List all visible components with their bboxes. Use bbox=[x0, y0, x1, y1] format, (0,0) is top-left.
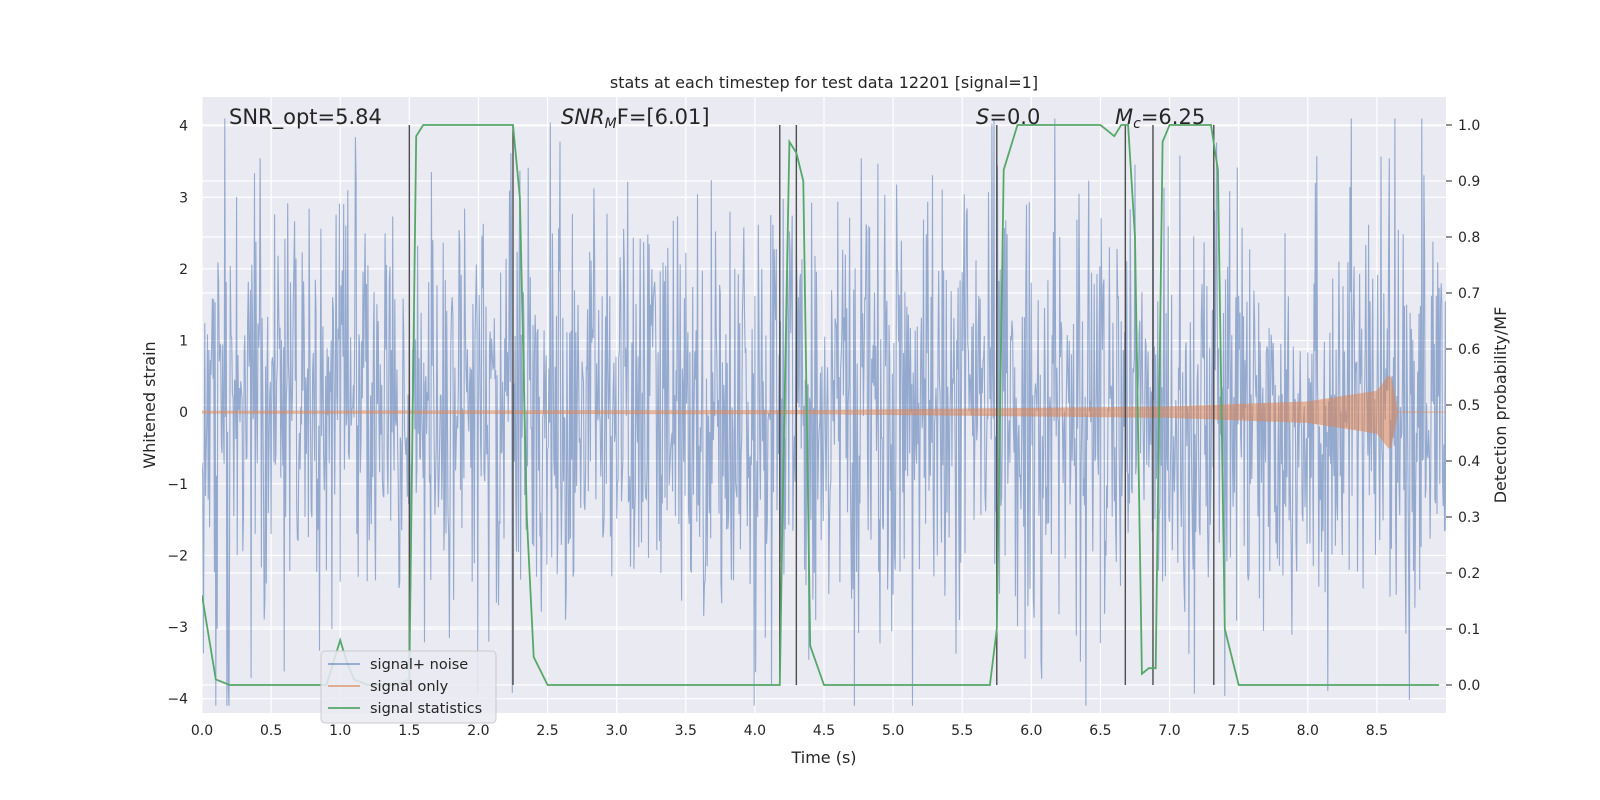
y2-tick-label: 0.5 bbox=[1458, 398, 1480, 414]
y2-axis-label: Detection probability/MF bbox=[1491, 307, 1510, 504]
x-tick-label: 0.0 bbox=[191, 723, 213, 739]
annotation-mc: Mc=6.25 bbox=[1115, 105, 1205, 132]
y2-tick-label: 0.8 bbox=[1458, 230, 1480, 246]
legend-label-signal-noise: signal+ noise bbox=[370, 657, 468, 673]
signal-only-envelope bbox=[202, 375, 1398, 449]
y-axis-label: Whitened strain bbox=[140, 341, 159, 468]
x-tick-label: 3.5 bbox=[675, 723, 697, 739]
y2-tick-label: 0.2 bbox=[1458, 566, 1480, 582]
y-tick-label: 1 bbox=[179, 334, 188, 350]
y-tick-label: −3 bbox=[167, 620, 188, 636]
legend-label-signal-only: signal only bbox=[370, 679, 449, 695]
y-tick-label: 2 bbox=[179, 262, 188, 278]
y2-axis-ticks: 1.0 0.9 0.8 0.7 0.6 0.5 0.4 0.3 0.2 0.1 0.0 bbox=[1446, 118, 1480, 694]
x-tick-label: 4.5 bbox=[813, 723, 835, 739]
x-tick-label: 7.5 bbox=[1228, 723, 1250, 739]
x-tick-label: 6.0 bbox=[1020, 723, 1042, 739]
y2-tick-label: 0.7 bbox=[1458, 286, 1480, 302]
legend-label-signal-statistics: signal statistics bbox=[370, 701, 482, 717]
y2-tick-label: 0.4 bbox=[1458, 454, 1480, 470]
y-tick-label: 3 bbox=[179, 190, 188, 206]
x-tick-label: 2.0 bbox=[467, 723, 489, 739]
x-tick-label: 1.5 bbox=[398, 723, 420, 739]
y-tick-label: −4 bbox=[167, 692, 188, 708]
signal-only-series bbox=[202, 375, 1446, 449]
chart-title: stats at each timestep for test data 122… bbox=[610, 73, 1038, 92]
x-tick-label: 6.5 bbox=[1089, 723, 1111, 739]
y-tick-label: 0 bbox=[179, 405, 188, 421]
x-tick-label: 2.5 bbox=[536, 723, 558, 739]
x-tick-label: 1.0 bbox=[329, 723, 351, 739]
vertical-markers bbox=[408, 125, 1215, 685]
y-axis-ticks: 4 3 2 1 0 −1 −2 −3 −4 bbox=[167, 119, 188, 708]
x-tick-label: 3.0 bbox=[606, 723, 628, 739]
annotation-snr-opt: SNR_opt=5.84 bbox=[229, 105, 382, 130]
y2-tick-label: 1.0 bbox=[1458, 118, 1480, 134]
y-tick-label: −1 bbox=[167, 477, 188, 493]
x-tick-label: 5.5 bbox=[951, 723, 973, 739]
y-tick-label: 4 bbox=[179, 119, 188, 135]
x-tick-label: 0.5 bbox=[260, 723, 282, 739]
x-tick-label: 7.0 bbox=[1158, 723, 1180, 739]
x-tick-label: 8.5 bbox=[1366, 723, 1388, 739]
x-tick-label: 5.0 bbox=[882, 723, 904, 739]
x-tick-label: 8.0 bbox=[1297, 723, 1319, 739]
x-tick-label: 4.0 bbox=[744, 723, 766, 739]
legend-box bbox=[320, 650, 497, 724]
x-axis-label: Time (s) bbox=[790, 748, 856, 767]
annotation-snr-mf: SNRMF=[6.01] bbox=[561, 105, 710, 132]
legend: signal+ noise signal only signal statist… bbox=[320, 650, 497, 724]
y2-tick-label: 0.0 bbox=[1458, 678, 1480, 694]
y2-tick-label: 0.6 bbox=[1458, 342, 1480, 358]
x-axis-ticks: 0.0 0.5 1.0 1.5 2.0 2.5 3.0 3.5 4.0 4.5 5.0 5.5 6.0 6… bbox=[191, 723, 1388, 739]
y2-tick-label: 0.9 bbox=[1458, 174, 1480, 190]
annotation-s: S=0.0 bbox=[976, 105, 1040, 129]
y2-tick-label: 0.1 bbox=[1458, 622, 1480, 638]
y2-tick-label: 0.3 bbox=[1458, 510, 1480, 526]
y-tick-label: −2 bbox=[167, 548, 188, 564]
